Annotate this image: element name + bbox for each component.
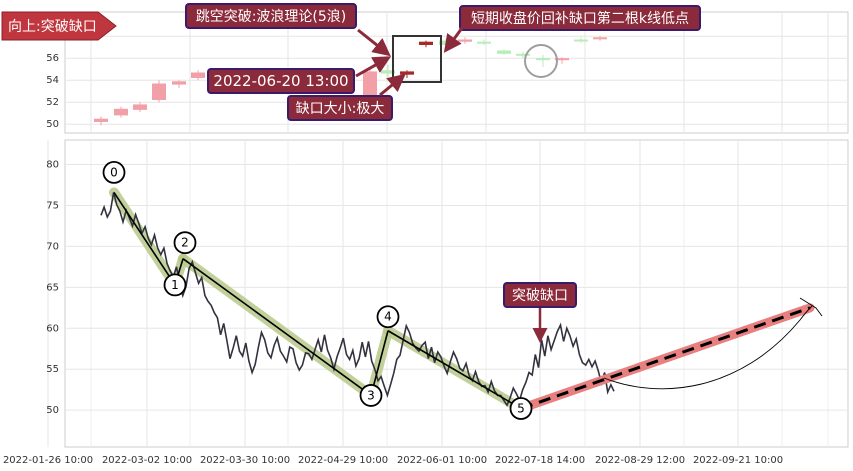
direction-label: 向上:突破缺口 xyxy=(8,19,97,35)
candle xyxy=(152,80,166,103)
bottom-y-tick-label: 60 xyxy=(46,323,59,334)
wave-marker-4: 4 xyxy=(376,305,400,329)
breakout-text: 突破缺口 xyxy=(512,288,568,304)
bottom-grid xyxy=(47,140,848,447)
gap-fill-text: 短期收盘价回补缺口第二根k线低点 xyxy=(471,10,689,27)
direction-banner: 向上:突破缺口 xyxy=(1,11,117,41)
candle xyxy=(172,80,186,88)
wave-marker-5: 5 xyxy=(509,397,533,420)
candle xyxy=(536,54,550,67)
top-y-tick-label: 50 xyxy=(46,119,59,130)
breakout-callout: 突破缺口 xyxy=(503,282,577,343)
bottom-y-tick-label: 65 xyxy=(46,282,59,293)
wave-markers: 0 1 2 3 4 5 xyxy=(102,160,533,420)
bottom-y-tick-label: 70 xyxy=(46,241,59,252)
candle xyxy=(516,51,530,59)
wave-marker-0: 0 xyxy=(102,160,126,184)
bottom-y-ticks: 50 55 60 65 70 75 80 xyxy=(46,160,59,417)
wave-marker-label: 5 xyxy=(517,402,525,416)
top-y-tick-label: 52 xyxy=(46,97,59,108)
top-y-tick-label: 56 xyxy=(46,53,59,64)
bottom-x-tick-label: 2022-04-29 10:00 xyxy=(298,455,388,466)
gap-size-text: 缺口大小:极大 xyxy=(296,101,385,117)
wave-line-segment xyxy=(113,191,176,286)
wave-marker-label: 4 xyxy=(384,310,392,324)
bottom-x-tick-label: 2022-03-02 10:00 xyxy=(102,455,192,466)
top-plot-area xyxy=(64,11,849,134)
candle xyxy=(458,37,472,44)
wave-marker-label: 1 xyxy=(171,278,179,292)
candle xyxy=(419,40,433,48)
price-line xyxy=(100,192,615,407)
projection xyxy=(516,297,823,414)
bottom-plot-area xyxy=(64,139,849,448)
gap-time-text: 2022-06-20 13:00 xyxy=(213,72,348,90)
gap-fill-circle xyxy=(524,44,558,78)
wave-marker-label: 3 xyxy=(367,388,375,402)
gap-time-callout: 2022-06-20 13:00 xyxy=(207,56,392,94)
candle xyxy=(593,36,607,41)
bottom-x-ticks: 2022-01-26 10:00 2022-03-02 10:00 2022-03-… xyxy=(3,455,783,466)
bottom-y-tick-label: 75 xyxy=(46,200,59,211)
candle xyxy=(114,106,128,118)
wave-marker-1: 1 xyxy=(163,273,187,297)
bottom-y-tick-label: 80 xyxy=(46,160,59,171)
bottom-x-tick-label: 2022-03-30 10:00 xyxy=(200,455,290,466)
projection-dash xyxy=(520,306,811,410)
wave-line-segment xyxy=(182,258,372,397)
candle xyxy=(133,102,147,113)
bottom-y-tick-label: 50 xyxy=(46,405,59,416)
wave-marker-3: 3 xyxy=(359,384,383,407)
wave-marker-label: 2 xyxy=(181,236,189,250)
top-y-tick-label: 54 xyxy=(46,75,59,86)
wave-line-segment xyxy=(387,330,522,410)
candle xyxy=(574,37,588,43)
candle xyxy=(191,70,205,81)
candle xyxy=(400,70,414,78)
candle xyxy=(497,49,511,55)
candle xyxy=(94,116,108,126)
top-y-ticks: 5052545658 xyxy=(46,31,59,130)
candle xyxy=(477,39,491,45)
bottom-x-tick-label: 2022-09-21 10:00 xyxy=(693,455,783,466)
gap-fill-callout: 短期收盘价回补缺口第二根k线低点 xyxy=(443,5,701,53)
bottom-x-tick-label: 2022-01-26 10:00 xyxy=(3,455,93,466)
gap-theory-callout: 跳空突破:波浪理论(5浪) xyxy=(185,3,391,57)
wave-marker-label: 0 xyxy=(110,165,118,179)
bottom-x-tick-label: 2022-08-29 12:00 xyxy=(595,455,685,466)
bottom-y-tick-label: 55 xyxy=(46,364,59,375)
bottom-x-tick-label: 2022-07-18 14:00 xyxy=(495,455,585,466)
bottom-x-tick-label: 2022-06-01 10:00 xyxy=(397,455,487,466)
gap-theory-text: 跳空突破:波浪理论(5浪) xyxy=(196,9,347,25)
gap-size-callout: 缺口大小:极大 xyxy=(287,73,406,121)
projection-tick xyxy=(799,297,823,317)
wave-marker-2: 2 xyxy=(173,231,197,255)
gap-highlight-box xyxy=(392,35,442,83)
top-panel: 5052545658 向上:突破缺口 跳空突破:波浪理论(5浪) 2022-06… xyxy=(1,3,849,134)
candle xyxy=(555,57,569,64)
projection-curve xyxy=(603,305,813,390)
